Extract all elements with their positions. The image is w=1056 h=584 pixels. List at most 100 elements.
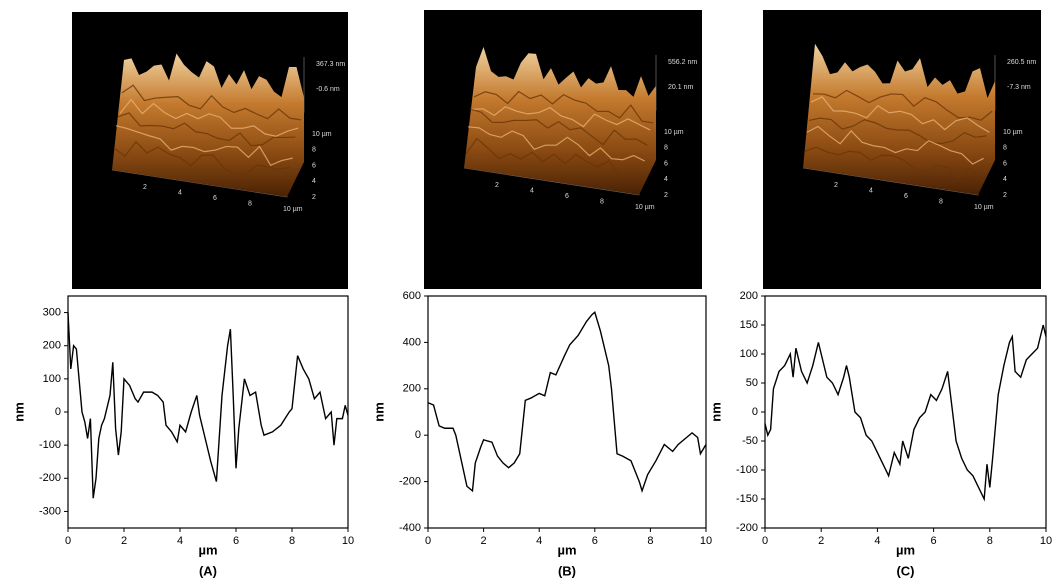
afm-x-label: 6 bbox=[904, 193, 908, 200]
afm-y-label: 4 bbox=[664, 176, 668, 183]
x-tick-label: 2 bbox=[481, 535, 487, 547]
afm-y-label: 4 bbox=[1003, 176, 1007, 183]
y-tick-label: 100 bbox=[740, 348, 758, 360]
afm-x-label: 2 bbox=[495, 182, 499, 189]
y-tick-label: -200 bbox=[39, 472, 61, 484]
afm-ridge bbox=[115, 125, 293, 167]
y-tick-label: 50 bbox=[746, 377, 758, 389]
y-tick-label: 0 bbox=[415, 429, 421, 441]
x-tick-label: 10 bbox=[342, 535, 354, 547]
y-tick-label: 0 bbox=[55, 406, 61, 418]
y-tick-label: -200 bbox=[399, 476, 421, 488]
y-tick-label: -200 bbox=[736, 522, 758, 534]
afm-y-label: 4 bbox=[312, 178, 316, 185]
afm-ridge bbox=[467, 126, 645, 162]
afm-x-label: 2 bbox=[834, 182, 838, 189]
y-tick-label: 600 bbox=[403, 290, 421, 302]
afm-ridge bbox=[469, 108, 648, 146]
y-axis-label: nm bbox=[708, 402, 723, 422]
y-tick-label: -100 bbox=[39, 439, 61, 451]
afm-x-label: 8 bbox=[600, 198, 604, 205]
x-axis-label: µm bbox=[198, 542, 217, 557]
afm-y-label: 10 µm bbox=[664, 129, 684, 136]
profile-line bbox=[764, 324, 1047, 502]
afm-x-label: 4 bbox=[869, 188, 873, 195]
afm-y-label: 10 µm bbox=[312, 131, 332, 138]
x-tick-label: 4 bbox=[536, 535, 542, 547]
x-axis-label: µm bbox=[557, 542, 576, 557]
x-tick-label: 6 bbox=[592, 535, 598, 547]
afm-ridge bbox=[804, 146, 982, 180]
y-tick-label: -150 bbox=[736, 493, 758, 505]
afm-surface bbox=[112, 53, 304, 197]
afm-x-label: 10 µm bbox=[974, 204, 994, 211]
plot-frame bbox=[427, 295, 707, 529]
x-tick-label: 2 bbox=[818, 535, 824, 547]
afm-z-label: 556.2 nm bbox=[668, 59, 697, 66]
y-tick-label: 200 bbox=[403, 383, 421, 395]
x-tick-label: 6 bbox=[931, 535, 937, 547]
y-axis-label: nm bbox=[11, 402, 26, 422]
profile-line bbox=[427, 311, 707, 494]
afm-surface bbox=[464, 46, 656, 195]
afm-ridge bbox=[808, 117, 987, 145]
afm-x-label: 6 bbox=[213, 195, 217, 202]
afm-y-label: 2 bbox=[1003, 192, 1007, 199]
y-tick-label: 0 bbox=[752, 406, 758, 418]
afm-z-label: -0.6 nm bbox=[316, 86, 340, 93]
afm-x-label: 2 bbox=[143, 184, 147, 191]
afm-z-label: 260.5 nm bbox=[1007, 59, 1036, 66]
y-tick-label: 200 bbox=[43, 340, 61, 352]
afm-x-label: 10 µm bbox=[635, 204, 655, 211]
afm-y-label: 6 bbox=[1003, 160, 1007, 167]
afm-z-label: 20.1 nm bbox=[668, 84, 693, 91]
x-tick-label: 8 bbox=[647, 535, 653, 547]
x-axis-label: µm bbox=[896, 542, 915, 557]
afm-y-label: 8 bbox=[312, 147, 316, 154]
x-tick-label: 0 bbox=[425, 535, 431, 547]
afm-x-label: 8 bbox=[248, 200, 252, 207]
x-tick-label: 8 bbox=[289, 535, 295, 547]
afm-y-label: 2 bbox=[664, 192, 668, 199]
afm-ridge bbox=[121, 84, 302, 121]
x-tick-label: 0 bbox=[65, 535, 71, 547]
afm-y-label: 6 bbox=[312, 162, 316, 169]
afm-y-label: 8 bbox=[1003, 145, 1007, 152]
afm-y-label: 8 bbox=[664, 145, 668, 152]
afm-x-label: 10 µm bbox=[283, 206, 303, 213]
plot-frame bbox=[67, 295, 349, 529]
caption: (C) bbox=[896, 563, 914, 578]
afm-x-label: 4 bbox=[530, 188, 534, 195]
caption: (A) bbox=[199, 563, 217, 578]
afm-ridge bbox=[117, 112, 296, 147]
plot-frame bbox=[764, 295, 1047, 529]
x-tick-label: 4 bbox=[177, 535, 183, 547]
x-tick-label: 10 bbox=[1040, 535, 1052, 547]
x-tick-label: 4 bbox=[874, 535, 880, 547]
y-tick-label: 300 bbox=[43, 306, 61, 318]
y-tick-label: -50 bbox=[742, 435, 758, 447]
afm-ridge bbox=[810, 96, 990, 133]
x-tick-label: 8 bbox=[987, 535, 993, 547]
afm-ridge bbox=[113, 140, 290, 175]
afm-ridge bbox=[465, 137, 642, 175]
x-tick-label: 6 bbox=[233, 535, 239, 547]
afm-z-label: 367.3 nm bbox=[316, 61, 345, 68]
profile-line bbox=[67, 312, 349, 499]
y-tick-label: 200 bbox=[740, 290, 758, 302]
x-tick-label: 0 bbox=[762, 535, 768, 547]
afm-ridge bbox=[806, 125, 984, 165]
afm-ridge bbox=[812, 89, 993, 121]
x-tick-label: 10 bbox=[700, 535, 712, 547]
afm-y-label: 10 µm bbox=[1003, 129, 1023, 136]
y-tick-label: 150 bbox=[740, 319, 758, 331]
y-tick-label: -400 bbox=[399, 522, 421, 534]
x-tick-label: 2 bbox=[121, 535, 127, 547]
y-tick-label: 100 bbox=[43, 373, 61, 385]
afm-ridge bbox=[119, 98, 299, 137]
caption: (B) bbox=[558, 563, 576, 578]
y-tick-label: -100 bbox=[736, 464, 758, 476]
afm-ridge bbox=[471, 105, 651, 131]
